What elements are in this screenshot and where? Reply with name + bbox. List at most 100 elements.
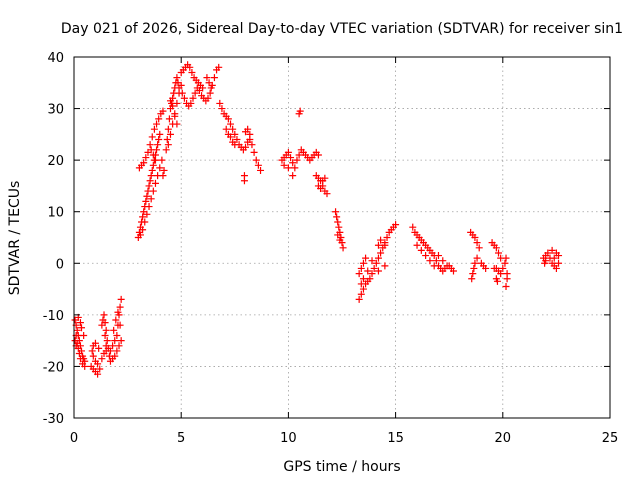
data-point: [392, 221, 400, 229]
y-tick-label: 20: [47, 154, 64, 169]
data-point: [229, 125, 237, 133]
data-point: [377, 236, 385, 244]
data-point: [156, 164, 164, 172]
data-point: [114, 308, 122, 316]
data-point: [148, 166, 156, 174]
data-point: [169, 102, 177, 110]
data-point: [383, 234, 391, 241]
data-point: [552, 264, 560, 272]
data-point: [98, 355, 106, 363]
data-point: [115, 342, 123, 350]
data-point: [291, 164, 299, 172]
data-point: [323, 190, 331, 198]
data-point: [248, 141, 256, 149]
data-point: [295, 151, 303, 159]
data-point: [366, 275, 374, 283]
data-point: [100, 311, 108, 319]
data-point: [250, 148, 258, 156]
data-point: [364, 267, 372, 275]
data-point: [189, 94, 197, 102]
data-point: [154, 141, 162, 149]
data-point: [493, 277, 501, 285]
data-point: [149, 161, 157, 169]
x-tick-label: 15: [387, 431, 404, 446]
data-point: [227, 120, 235, 128]
data-point: [287, 154, 295, 162]
data-point: [409, 223, 417, 231]
series-arc-9: [216, 99, 265, 185]
data-point: [218, 105, 226, 113]
data-point: [106, 347, 114, 355]
data-point: [178, 89, 186, 97]
data-point: [374, 254, 382, 262]
data-point: [187, 99, 195, 107]
data-point: [136, 231, 144, 239]
data-point: [449, 267, 457, 275]
data-point: [141, 218, 149, 226]
data-point: [240, 177, 248, 185]
data-point: [497, 270, 505, 278]
data-point: [333, 213, 341, 221]
data-point: [368, 270, 376, 278]
data-point: [357, 280, 365, 288]
data-point: [166, 97, 174, 105]
data-point: [75, 350, 83, 358]
data-point: [252, 156, 260, 164]
x-tick-label: 10: [280, 431, 297, 446]
data-point: [426, 257, 434, 265]
data-point: [471, 234, 479, 241]
data-point: [166, 130, 174, 138]
data-point: [244, 125, 252, 133]
data-point: [439, 257, 447, 265]
data-point: [475, 244, 483, 252]
data-point: [155, 136, 163, 144]
data-point: [332, 208, 340, 216]
data-point: [482, 264, 490, 272]
data-point: [417, 246, 425, 254]
y-tick-label: -20: [43, 360, 64, 375]
data-point: [143, 210, 151, 218]
data-point: [469, 270, 477, 278]
plot-frame: [73, 56, 611, 419]
data-point: [374, 241, 382, 249]
data-point: [413, 241, 421, 249]
data-point: [101, 331, 109, 339]
data-point: [94, 370, 102, 378]
data-point: [372, 259, 380, 267]
data-point: [148, 133, 156, 141]
data-point: [159, 107, 167, 115]
series-arc-5: [134, 130, 168, 241]
data-point: [158, 156, 166, 164]
data-point: [224, 115, 232, 123]
data-point: [149, 187, 157, 195]
axis-ticks: [73, 56, 611, 419]
data-point: [102, 342, 110, 350]
data-point: [116, 321, 124, 329]
data-point: [502, 254, 510, 262]
data-point: [78, 324, 86, 332]
data-point: [432, 257, 440, 265]
y-tick-label: -10: [43, 309, 64, 324]
data-point: [76, 319, 84, 327]
x-tick-label: 20: [495, 431, 512, 446]
data-point: [103, 337, 111, 345]
data-point: [142, 197, 150, 205]
data-point: [470, 264, 478, 272]
data-point: [207, 84, 215, 92]
data-point: [335, 223, 343, 231]
data-point: [80, 331, 88, 339]
data-point: [280, 161, 288, 169]
data-point: [88, 347, 96, 355]
data-point: [471, 259, 479, 267]
x-tick-labels: 0 5 10 15 20 25: [70, 431, 618, 446]
data-point: [381, 262, 389, 270]
data-point: [473, 239, 481, 247]
data-points: [71, 61, 563, 378]
data-point: [555, 259, 563, 267]
data-point: [146, 177, 154, 185]
data-point: [95, 344, 103, 352]
data-point: [501, 259, 509, 267]
data-point: [156, 130, 164, 138]
data-point: [284, 164, 292, 172]
data-point: [162, 146, 170, 154]
